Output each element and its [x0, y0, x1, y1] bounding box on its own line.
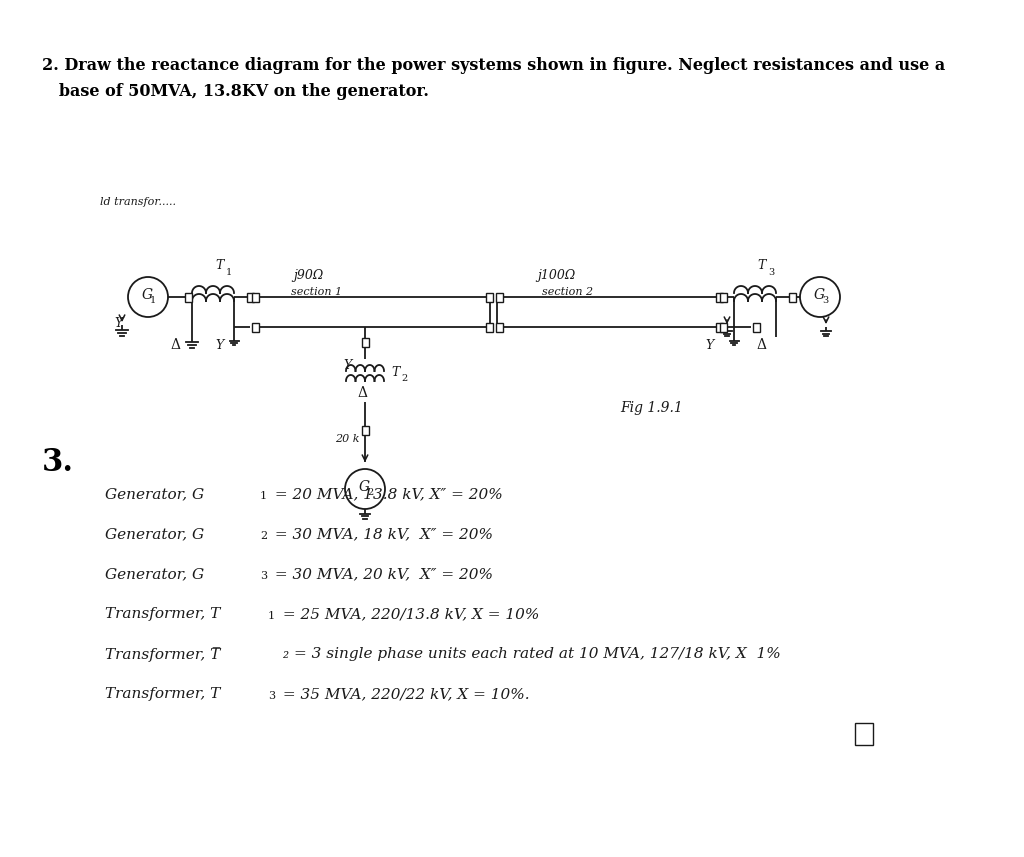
Text: Y: Y — [706, 339, 714, 352]
Text: = 30 MVA, 20 kV,  X″ = 20%: = 30 MVA, 20 kV, X″ = 20% — [270, 567, 493, 581]
Text: ₂ = 3 single phase units each rated at 10 MVA, 127/18 kV, X  1%: ₂ = 3 single phase units each rated at 1… — [283, 647, 780, 661]
Text: section 1: section 1 — [291, 287, 342, 297]
Text: 1: 1 — [260, 491, 267, 501]
Text: T: T — [391, 366, 399, 379]
Text: 1: 1 — [268, 611, 275, 621]
Text: 2: 2 — [260, 531, 267, 541]
Bar — [361, 338, 369, 346]
Bar — [855, 723, 873, 745]
Text: Transformer, T̅: Transformer, T̅ — [105, 647, 220, 662]
Bar — [252, 292, 258, 302]
Bar — [485, 322, 493, 332]
Text: Generator, G: Generator, G — [105, 487, 204, 501]
Bar — [720, 292, 726, 302]
Text: G: G — [813, 288, 824, 302]
Text: = 35 MVA, 220/22 kV, X = 10%.: = 35 MVA, 220/22 kV, X = 10%. — [278, 687, 529, 701]
Text: base of 50MVA, 13.8KV on the generator.: base of 50MVA, 13.8KV on the generator. — [42, 83, 429, 100]
Bar — [184, 292, 191, 302]
Text: = 25 MVA, 220/13.8 kV, X = 10%: = 25 MVA, 220/13.8 kV, X = 10% — [278, 607, 540, 621]
Text: Transformer, T: Transformer, T — [105, 607, 220, 621]
Text: = 30 MVA, 18 kV,  X″ = 20%: = 30 MVA, 18 kV, X″ = 20% — [270, 527, 493, 541]
Text: Generator, G: Generator, G — [105, 567, 204, 581]
Text: Fig 1.9.1: Fig 1.9.1 — [620, 401, 683, 415]
Text: Δ: Δ — [170, 338, 180, 352]
Text: Generator, G: Generator, G — [105, 527, 204, 541]
Text: 3.: 3. — [42, 447, 74, 478]
Text: Y: Y — [343, 359, 351, 372]
Text: j90Ω: j90Ω — [293, 269, 324, 282]
Bar — [247, 292, 254, 302]
Text: Δ: Δ — [756, 338, 766, 352]
Text: 1: 1 — [150, 296, 156, 304]
Text: Y: Y — [215, 339, 223, 352]
Text: T: T — [757, 259, 765, 272]
Text: T: T — [215, 259, 223, 272]
Text: G: G — [358, 480, 370, 494]
Bar — [485, 292, 493, 302]
Text: section 2: section 2 — [542, 287, 593, 297]
Text: 3: 3 — [260, 571, 267, 581]
Text: 1: 1 — [226, 268, 232, 277]
Bar — [496, 322, 503, 332]
Text: 2: 2 — [367, 488, 373, 496]
Text: = 20 MVA, 13.8 kV, X″ = 20%: = 20 MVA, 13.8 kV, X″ = 20% — [270, 487, 503, 501]
Text: j100Ω: j100Ω — [537, 269, 575, 282]
Bar — [788, 292, 796, 302]
Bar — [720, 322, 726, 332]
Text: G: G — [141, 288, 153, 302]
Text: 20 k: 20 k — [335, 434, 359, 444]
Text: Transformer, T: Transformer, T — [105, 687, 220, 701]
Text: 2: 2 — [401, 374, 408, 383]
Bar — [252, 322, 258, 332]
Text: 2. Draw the reactance diagram for the power systems shown in figure. Neglect res: 2. Draw the reactance diagram for the po… — [42, 57, 945, 74]
Bar — [753, 322, 760, 332]
Text: ld transfor.....: ld transfor..... — [100, 197, 176, 207]
Text: Y: Y — [114, 317, 122, 330]
Text: Δ: Δ — [357, 386, 367, 400]
Text: 3: 3 — [822, 296, 828, 304]
Bar — [361, 425, 369, 434]
Bar — [716, 292, 723, 302]
Text: 3: 3 — [268, 691, 275, 701]
Bar — [716, 322, 723, 332]
Text: 3: 3 — [768, 268, 774, 277]
Bar — [496, 292, 503, 302]
